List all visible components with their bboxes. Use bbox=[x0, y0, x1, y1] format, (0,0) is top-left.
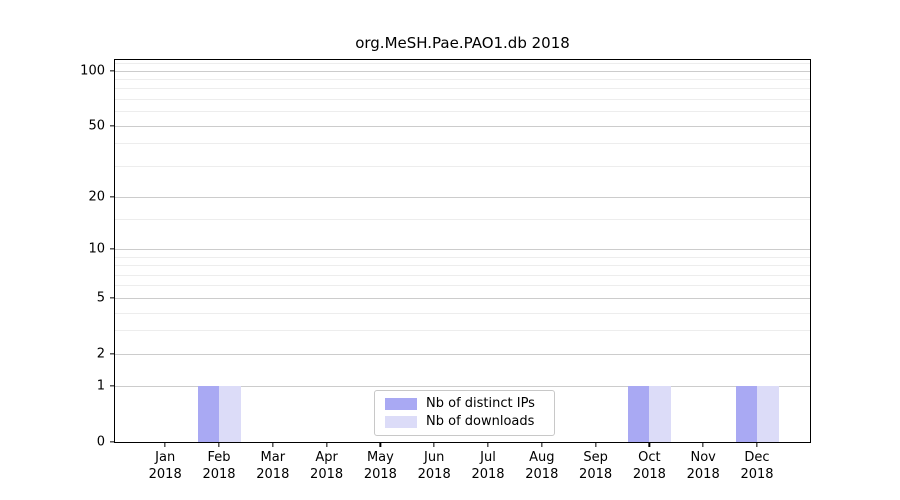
x-tick-mark bbox=[702, 442, 704, 447]
bar-downloads-feb bbox=[219, 386, 241, 442]
gridline-major bbox=[115, 386, 810, 388]
gridline-minor bbox=[115, 265, 810, 267]
legend-label-distinct-ips: Nb of distinct IPs bbox=[426, 396, 535, 411]
x-tick-mark bbox=[756, 442, 758, 447]
x-tick-label: Sep 2018 bbox=[579, 450, 613, 482]
x-tick-label: Jun 2018 bbox=[417, 450, 451, 482]
gridline-major bbox=[115, 196, 810, 198]
x-tick-label: Oct 2018 bbox=[632, 450, 666, 482]
y-tick-label: 100 bbox=[80, 63, 105, 78]
bar-distinct-ips-dec bbox=[735, 386, 757, 442]
gridline-minor bbox=[115, 98, 810, 100]
x-tick-label: Jan 2018 bbox=[148, 450, 182, 482]
gridline-major bbox=[115, 125, 810, 127]
gridline-minor bbox=[115, 256, 810, 258]
y-tick-label: 10 bbox=[88, 241, 105, 257]
y-tick-mark bbox=[110, 248, 115, 250]
y-tick-mark bbox=[110, 441, 115, 443]
legend-item-downloads: Nb of downloads bbox=[385, 415, 554, 429]
y-tick-label: 50 bbox=[88, 118, 105, 133]
legend-swatch-distinct-ips bbox=[385, 398, 417, 410]
y-tick-mark bbox=[110, 352, 115, 355]
bar-distinct-ips-feb bbox=[197, 386, 219, 442]
gridline-minor bbox=[115, 111, 810, 113]
y-tick-label: 5 bbox=[96, 290, 105, 306]
x-tick-mark bbox=[379, 442, 382, 447]
x-tick-label: Mar 2018 bbox=[256, 450, 290, 482]
x-tick-mark bbox=[648, 442, 651, 447]
x-tick-mark bbox=[325, 442, 328, 447]
legend-label-downloads: Nb of downloads bbox=[426, 414, 535, 429]
x-tick-label: Feb 2018 bbox=[202, 450, 236, 482]
gridline-minor bbox=[115, 330, 810, 332]
bar-downloads-oct bbox=[649, 386, 671, 442]
x-tick-mark bbox=[594, 442, 597, 447]
gridline-minor bbox=[115, 88, 810, 90]
bar-distinct-ips-oct bbox=[627, 386, 650, 442]
gridline-minor bbox=[115, 274, 810, 276]
y-tick-mark bbox=[110, 385, 115, 387]
y-tick-mark bbox=[110, 297, 115, 299]
gridline-minor bbox=[115, 312, 810, 314]
x-tick-label: Jul 2018 bbox=[471, 450, 505, 482]
x-tick-label: Aug 2018 bbox=[525, 450, 559, 482]
gridline-minor bbox=[115, 62, 810, 64]
legend: Nb of distinct IPs Nb of downloads bbox=[374, 390, 555, 436]
y-tick-mark bbox=[110, 124, 115, 127]
y-tick-label: 1 bbox=[96, 378, 105, 394]
y-tick-label: 20 bbox=[88, 189, 105, 205]
gridline-minor bbox=[115, 285, 810, 287]
gridline-major bbox=[115, 297, 810, 299]
gridline-minor bbox=[115, 218, 810, 220]
y-tick-label: 0 bbox=[96, 434, 105, 450]
x-tick-mark bbox=[487, 442, 489, 447]
gridline-minor bbox=[115, 78, 810, 80]
bar-downloads-dec bbox=[757, 386, 779, 442]
gridline-minor bbox=[115, 165, 810, 167]
y-tick-mark bbox=[110, 196, 115, 198]
gridline-major bbox=[115, 353, 810, 355]
x-tick-mark bbox=[541, 442, 543, 447]
x-tick-mark bbox=[433, 442, 435, 447]
x-tick-label: Dec 2018 bbox=[740, 450, 774, 482]
chart-title: org.MeSH.Pae.PAO1.db 2018 bbox=[355, 34, 570, 52]
y-tick-mark bbox=[110, 69, 115, 72]
y-tick-label: 2 bbox=[96, 346, 105, 362]
gridline-major bbox=[115, 249, 810, 250]
plot-area bbox=[115, 60, 810, 442]
x-tick-mark bbox=[272, 442, 274, 447]
legend-item-distinct-ips: Nb of distinct IPs bbox=[385, 397, 554, 411]
x-tick-label: May 2018 bbox=[363, 450, 397, 482]
gridline-minor bbox=[115, 143, 810, 145]
x-tick-label: Nov 2018 bbox=[686, 450, 720, 482]
x-tick-mark bbox=[164, 442, 166, 447]
legend-swatch-downloads bbox=[385, 416, 417, 428]
x-tick-mark bbox=[218, 442, 220, 447]
gridline-major bbox=[115, 70, 810, 72]
x-tick-label: Apr 2018 bbox=[310, 450, 344, 482]
